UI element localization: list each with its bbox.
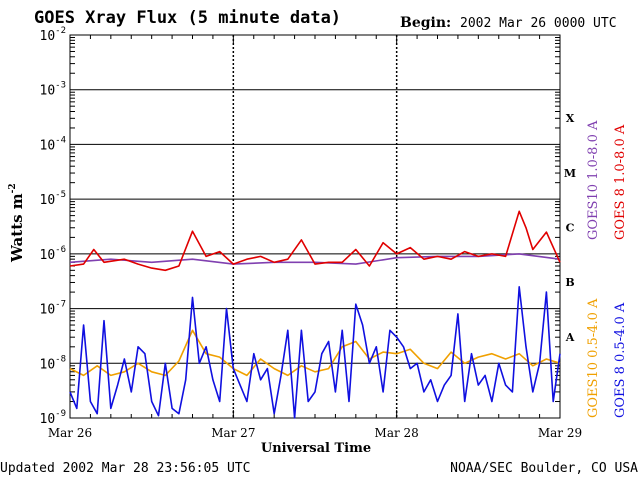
series-line-1 xyxy=(69,210,561,272)
series-group xyxy=(69,210,561,419)
begin-value: 2002 Mar 26 0000 UTC xyxy=(460,16,617,31)
credit-label: NOAA/SEC Boulder, CO USA xyxy=(450,461,638,476)
series-line-3 xyxy=(69,285,561,419)
flare-class-label: M xyxy=(564,167,576,180)
legend-entry-3: GOES 8 0.5-4.0 A xyxy=(613,302,628,418)
y-tick-label: 10-5 xyxy=(40,190,67,208)
x-tick-label: Mar 29 xyxy=(538,426,582,440)
y-tick-label: 10-8 xyxy=(40,354,67,372)
y-tick-label: 10-9 xyxy=(40,409,67,427)
begin-label: Begin: xyxy=(400,15,451,31)
x-tick-label: Mar 26 xyxy=(48,426,92,440)
legend-entry-1: GOES 8 1.0-8.0 A xyxy=(613,124,628,240)
y-tick-label: 10-7 xyxy=(40,300,67,318)
y-tick-label: 10-6 xyxy=(40,245,67,263)
legend-entry-0: GOES10 1.0-8.0 A xyxy=(586,120,601,240)
grid xyxy=(70,35,560,418)
y-tick-label: 10-2 xyxy=(40,26,67,44)
flare-class-label: X xyxy=(566,112,575,125)
flare-class-label: B xyxy=(565,276,574,289)
y-tick-label: 10-4 xyxy=(40,135,67,153)
legend-entry-2: GOES10 0.5-4.0 A xyxy=(586,298,601,418)
updated-timestamp: Updated 2002 Mar 28 23:56:05 UTC xyxy=(0,461,250,476)
y-tick-label: 10-3 xyxy=(40,81,67,99)
plot-frame xyxy=(69,34,561,419)
flare-class-label: A xyxy=(565,331,575,344)
flare-class-label: C xyxy=(566,222,575,235)
chart-title: GOES Xray Flux (5 minute data) xyxy=(34,8,341,28)
x-tick-label: Mar 28 xyxy=(375,426,419,440)
y-axis-label: Watts m-2 xyxy=(8,183,26,263)
legend: GOES10 1.0-8.0 A GOES 8 1.0-8.0 A GOES10 0… xyxy=(586,120,628,418)
series-line-2 xyxy=(69,329,561,377)
x-tick-label: Mar 27 xyxy=(211,426,255,440)
x-axis-label: Universal Time xyxy=(261,441,371,456)
